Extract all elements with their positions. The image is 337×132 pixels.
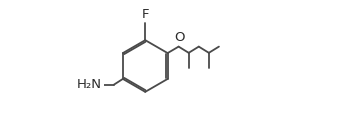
Text: H₂N: H₂N	[77, 78, 102, 91]
Text: F: F	[142, 8, 149, 21]
Text: O: O	[174, 31, 184, 44]
